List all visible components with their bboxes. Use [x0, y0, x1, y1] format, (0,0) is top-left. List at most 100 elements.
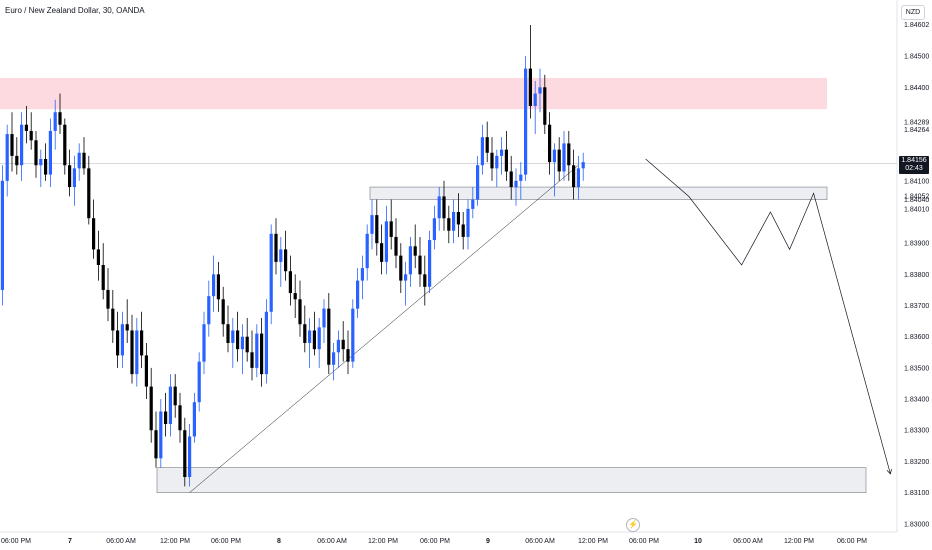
- time-tick-label: 06:00 AM: [733, 538, 763, 545]
- candle-body: [418, 255, 422, 275]
- candle: [68, 149, 72, 197]
- candle-body: [456, 212, 460, 225]
- candle: [202, 311, 206, 375]
- candle-body: [87, 168, 91, 219]
- time-tick-label: 06:00 PM: [1, 538, 31, 545]
- candle-body: [34, 140, 38, 166]
- candle: [192, 392, 196, 443]
- candle-body: [77, 152, 81, 169]
- currency-button[interactable]: NZD: [901, 5, 925, 20]
- candle-body: [495, 155, 499, 169]
- candle-body: [284, 249, 288, 272]
- candle: [504, 130, 508, 181]
- candle: [461, 212, 465, 250]
- candle-body: [581, 162, 585, 169]
- candle: [39, 149, 43, 188]
- price-tick-label: 1.83800: [904, 272, 929, 279]
- candle-body: [96, 249, 100, 265]
- candle: [423, 255, 427, 306]
- candle: [480, 124, 484, 175]
- price-tick-label: 1.84602: [904, 22, 929, 29]
- candle: [576, 155, 580, 200]
- candle-body: [504, 149, 508, 172]
- candle: [341, 321, 345, 362]
- candle-body: [317, 327, 321, 350]
- time-tick-label: 12:00 PM: [784, 538, 814, 545]
- candle: [53, 99, 57, 150]
- time-tick-label: 12:00 PM: [160, 538, 190, 545]
- candle-body: [389, 221, 393, 237]
- trendline: [189, 165, 579, 493]
- candle-body: [197, 361, 201, 403]
- time-tick-label: 06:00 AM: [106, 538, 136, 545]
- candle-body: [5, 134, 9, 181]
- candle-body: [423, 274, 427, 287]
- candle-body: [442, 196, 446, 219]
- candle-body: [111, 308, 115, 331]
- candle: [269, 224, 273, 325]
- candle-body: [20, 124, 24, 166]
- candle-body: [68, 165, 72, 188]
- candle: [303, 305, 307, 353]
- candle-body: [404, 274, 408, 281]
- candle-body: [178, 405, 182, 431]
- candle-body: [24, 124, 28, 131]
- candle-body: [212, 274, 216, 297]
- price-tick-label: 1.83300: [904, 428, 929, 435]
- candle-body: [399, 255, 403, 281]
- candle: [384, 205, 388, 275]
- candle: [317, 318, 321, 368]
- candle-body: [255, 333, 259, 368]
- candle: [380, 224, 384, 275]
- candle: [140, 311, 144, 368]
- candle-body: [524, 68, 528, 175]
- candle-body: [519, 174, 523, 181]
- candle: [260, 318, 264, 387]
- price-tick-label: 1.83100: [904, 490, 929, 497]
- candle-body: [543, 87, 547, 125]
- time-tick-label: 06:00 PM: [420, 538, 450, 545]
- lightning-icon[interactable]: ⚡: [626, 518, 640, 532]
- candle-body: [144, 355, 148, 387]
- price-tick-label: 1.84040: [904, 197, 929, 204]
- candle-body: [207, 296, 211, 325]
- candle: [312, 311, 316, 356]
- candle: [58, 93, 62, 135]
- candle-body: [562, 143, 566, 172]
- candle-body: [48, 130, 52, 175]
- candle-body: [370, 215, 374, 234]
- time-tick-label: 06:00 AM: [525, 538, 555, 545]
- candle: [106, 268, 110, 322]
- demand-zone: [156, 467, 867, 493]
- candle: [509, 155, 513, 200]
- candle-body: [39, 159, 43, 166]
- candle: [135, 318, 139, 387]
- candle: [514, 168, 518, 206]
- candle: [456, 193, 460, 237]
- candle: [48, 118, 52, 188]
- candle: [533, 81, 537, 135]
- candle-body: [576, 168, 580, 188]
- candle-body: [140, 330, 144, 356]
- candle-body: [0, 180, 4, 290]
- candle: [159, 399, 163, 468]
- candle: [332, 342, 336, 381]
- candle-body: [428, 240, 432, 287]
- candle-body: [183, 430, 187, 477]
- candle-body: [452, 212, 456, 231]
- candle: [279, 236, 283, 287]
- candle-body: [260, 333, 264, 375]
- candle: [389, 199, 393, 250]
- candle-body: [538, 87, 542, 94]
- candle: [375, 199, 379, 256]
- candle-body: [298, 299, 302, 325]
- candle: [293, 274, 297, 318]
- candle: [245, 318, 249, 362]
- candle-body: [250, 352, 254, 368]
- price-tick-label: 1.83600: [904, 334, 929, 341]
- candle: [216, 261, 220, 312]
- candle-body: [188, 436, 192, 477]
- candle-body: [44, 159, 48, 175]
